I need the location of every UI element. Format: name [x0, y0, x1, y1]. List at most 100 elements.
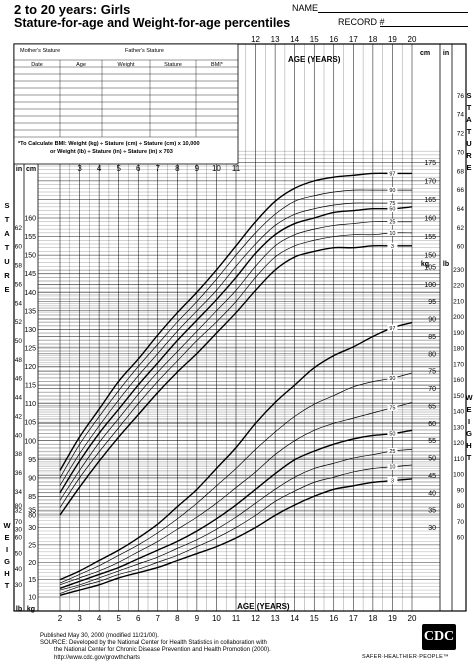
weight-kg-tick-right: 80 — [428, 351, 436, 358]
age-tick-middle: 7 — [156, 164, 161, 173]
unit-cm-left: cm — [26, 166, 36, 173]
stature-curve-label-bg — [387, 229, 398, 237]
stature-curve-p50 — [59, 206, 413, 494]
stature-cm-tick-left: 80 — [28, 513, 36, 520]
age-tick-bottom: 10 — [212, 614, 221, 623]
form-column-header: Stature — [164, 62, 182, 68]
weight-curve-p97 — [59, 321, 413, 581]
stature-side-label-right: E — [466, 163, 471, 172]
age-tick-bottom: 14 — [290, 614, 299, 623]
chart-grid — [13, 43, 467, 612]
stature-side-label-right: U — [466, 139, 471, 148]
weight-kg-tick-right: 95 — [428, 299, 436, 306]
age-tick-bottom: 15 — [310, 614, 319, 623]
stature-cm-tick-left: 110 — [25, 401, 36, 408]
source-url[interactable]: http://www.cdc.gov/growthcharts — [54, 655, 141, 661]
record-field[interactable] — [380, 26, 468, 27]
weight-curve-p10 — [59, 464, 413, 594]
stature-in-tick-left: 54 — [15, 300, 23, 307]
stature-in-tick-right: 72 — [457, 131, 465, 138]
stature-curve-label-bg — [387, 170, 398, 177]
weight-lb-tick-left: 80 — [15, 503, 23, 510]
unit-lb-right: lb — [443, 261, 449, 268]
weight-side-label-right: W — [465, 393, 473, 402]
stature-curve-label-bg — [387, 186, 398, 194]
age-tick-bottom: 13 — [271, 614, 280, 623]
stature-curve-label-p3: 3 — [391, 244, 394, 250]
stature-side-label-left: S — [4, 201, 9, 210]
weight-curve-label-bg — [387, 324, 398, 331]
weight-side-label-left: W — [3, 521, 11, 530]
weight-kg-tick-right: 40 — [428, 490, 436, 497]
age-tick-middle: 4 — [97, 164, 102, 173]
cdc-logo: CDC — [422, 624, 456, 650]
stature-in-tick-left: 62 — [15, 225, 23, 232]
stature-in-tick-right: 70 — [457, 149, 465, 156]
bmi-note-1: *To Calculate BMI: Weight (kg) ÷ Stature… — [18, 141, 200, 147]
stature-side-label-left: A — [4, 229, 10, 238]
stature-cm-tick-left: 105 — [24, 420, 36, 427]
age-tick-middle: 9 — [195, 164, 200, 173]
age-tick-top: 17 — [349, 35, 358, 44]
age-tick-top: 13 — [271, 35, 280, 44]
stature-curve-label-p50: 50 — [389, 207, 395, 213]
age-tick-top: 12 — [251, 35, 260, 44]
stature-in-tick-left: 32 — [15, 508, 23, 515]
stature-curve-label-bg — [387, 205, 398, 212]
weight-lb-tick-left: 70 — [15, 519, 23, 526]
record-label: RECORD # — [338, 17, 385, 27]
age-tick-bottom: 19 — [388, 614, 397, 623]
age-tick-top: 20 — [408, 35, 417, 44]
name-field[interactable] — [318, 12, 468, 13]
stature-cm-tick-right: 175 — [424, 160, 436, 167]
weight-lb-tick-right: 220 — [453, 283, 464, 290]
age-tick-middle: 11 — [232, 164, 241, 173]
stature-cm-tick-right: 155 — [424, 234, 436, 241]
weight-curve-label-p50: 50 — [389, 432, 395, 438]
weight-kg-tick-left: 35 — [28, 508, 36, 515]
weight-lb-tick-right: 100 — [453, 472, 464, 479]
weight-kg-tick-right: 85 — [428, 334, 436, 341]
stature-in-tick-right: 76 — [457, 93, 465, 100]
weight-lb-tick-right: 180 — [453, 346, 464, 353]
stature-cm-tick-left: 135 — [24, 308, 36, 315]
weight-kg-tick-left: 20 — [28, 560, 36, 567]
weight-kg-tick-right: 90 — [428, 317, 436, 324]
stature-cm-tick-left: 125 — [24, 345, 36, 352]
weight-lb-tick-right: 60 — [457, 535, 465, 542]
stature-cm-tick-left: 145 — [24, 271, 36, 278]
weight-lb-tick-right: 90 — [457, 487, 465, 494]
stature-in-tick-left: 50 — [15, 338, 23, 345]
weight-kg-tick-right: 35 — [428, 508, 436, 515]
weight-kg-tick-right: 30 — [428, 525, 436, 532]
age-tick-middle: 8 — [175, 164, 180, 173]
stature-side-label-left: E — [4, 285, 9, 294]
stature-side-label-left: U — [4, 257, 9, 266]
chart-frame — [13, 43, 467, 612]
age-tick-middle: 6 — [136, 164, 141, 173]
weight-side-label-right: I — [468, 417, 470, 426]
stature-cm-tick-left: 140 — [24, 290, 36, 297]
source-note-1: SOURCE: Developed by the National Center… — [40, 640, 267, 646]
stature-curve-p75 — [59, 202, 412, 486]
stature-curve-p97 — [59, 172, 412, 471]
age-tick-bottom: 18 — [368, 614, 377, 623]
stature-in-tick-left: 34 — [15, 489, 23, 496]
weight-kg-tick-right: 65 — [428, 403, 436, 410]
age-tick-middle: 5 — [116, 164, 121, 173]
stature-curve-label-p90: 90 — [389, 188, 395, 194]
weight-curve-label-bg — [387, 463, 398, 470]
stature-side-label-right: S — [466, 91, 471, 100]
form-column-header: Weight — [117, 62, 134, 68]
weight-curve-label-bg — [387, 404, 398, 411]
weight-side-label-right: E — [466, 405, 471, 414]
weight-curve-label-p25: 25 — [389, 449, 395, 455]
stature-cm-tick-left: 130 — [24, 327, 36, 334]
unit-kg-left: kg — [27, 606, 35, 613]
weight-curve-label-p90: 90 — [389, 376, 395, 382]
weight-lb-tick-right: 110 — [454, 456, 465, 463]
age-tick-bottom: 11 — [232, 614, 241, 623]
chart-title: 2 to 20 years: Girls — [14, 2, 131, 17]
weight-curve-p25 — [59, 449, 413, 591]
